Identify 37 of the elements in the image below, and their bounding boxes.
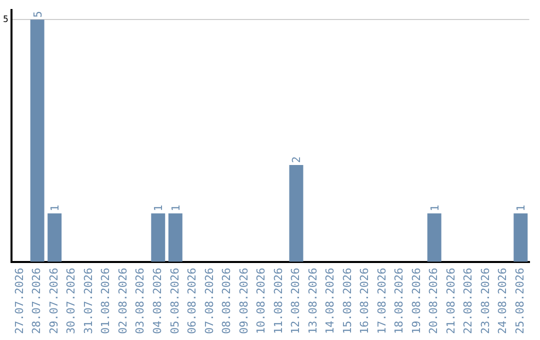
x-tick-label: 16.08.2026	[358, 268, 372, 334]
x-tick-label: 31.07.2026	[82, 268, 95, 334]
x-tick-label: 12.08.2026	[289, 268, 302, 334]
x-tick-label: 20.08.2026	[427, 268, 440, 334]
x-tick-label: 08.08.2026	[220, 268, 234, 334]
x-tick-label: 19.08.2026	[410, 268, 423, 334]
x-tick-label: 04.08.2026	[151, 268, 164, 334]
x-tick-label: 25.08.2026	[513, 268, 526, 334]
data-label: 2	[290, 156, 304, 163]
x-tick-label: 02.08.2026	[116, 268, 130, 334]
x-tick-label: 24.08.2026	[496, 268, 510, 334]
x-tick-label: 17.08.2026	[375, 268, 388, 334]
x-tick-label: 30.07.2026	[64, 268, 78, 334]
data-label: 1	[152, 204, 166, 212]
x-tick-label: 13.08.2026	[306, 268, 320, 334]
x-tick-label: 29.07.2026	[47, 268, 60, 334]
x-tick-label: 06.08.2026	[186, 268, 199, 334]
x-tick-label: 14.08.2026	[324, 268, 337, 334]
x-tick-label: 21.08.2026	[444, 268, 458, 334]
x-tick-label: 28.07.2026	[30, 268, 44, 334]
x-tick-label: 11.08.2026	[272, 268, 285, 334]
x-tick-label: 09.08.2026	[237, 268, 250, 334]
x-tick-label: 22.08.2026	[462, 268, 475, 334]
data-label: 1	[514, 204, 528, 212]
x-tick-label: 10.08.2026	[254, 268, 268, 334]
x-tick-label: 03.08.2026	[134, 268, 147, 334]
x-tick-label: 15.08.2026	[340, 268, 354, 334]
x-tick-label: 23.08.2026	[478, 268, 492, 334]
x-tick-label: 07.08.2026	[202, 268, 216, 334]
data-label: 1	[169, 204, 182, 212]
x-tick-label: 01.08.2026	[99, 268, 112, 334]
x-tick-label: 05.08.2026	[168, 268, 182, 334]
data-label: 1	[48, 204, 62, 212]
x-tick-label: 27.07.2026	[12, 268, 26, 334]
data-label: 5	[31, 11, 44, 18]
x-tick-label: 18.08.2026	[392, 268, 406, 334]
data-label: 1	[428, 204, 442, 212]
